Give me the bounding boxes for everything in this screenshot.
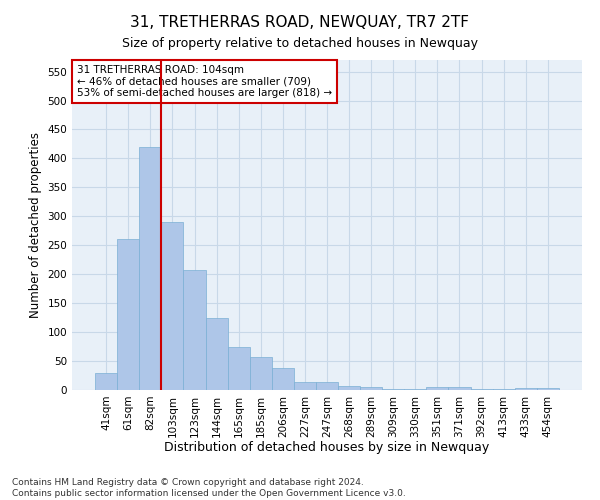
Bar [206, 318, 227, 390]
Bar [117, 240, 139, 390]
Bar [250, 357, 272, 390]
Bar [515, 388, 537, 390]
X-axis label: Distribution of detached houses by size in Newquay: Distribution of detached houses by size … [164, 441, 490, 454]
Text: 31 TRETHERRAS ROAD: 104sqm
← 46% of detached houses are smaller (709)
53% of sem: 31 TRETHERRAS ROAD: 104sqm ← 46% of deta… [77, 65, 332, 98]
Bar [95, 372, 117, 390]
Y-axis label: Number of detached properties: Number of detached properties [29, 132, 42, 318]
Bar [448, 387, 470, 390]
Bar [427, 387, 448, 390]
Bar [316, 382, 338, 390]
Bar [272, 368, 294, 390]
Bar [139, 147, 161, 390]
Bar [184, 270, 206, 390]
Bar [161, 222, 184, 390]
Bar [338, 386, 360, 390]
Bar [227, 346, 250, 390]
Bar [294, 382, 316, 390]
Text: Size of property relative to detached houses in Newquay: Size of property relative to detached ho… [122, 38, 478, 51]
Bar [360, 386, 382, 390]
Text: 31, TRETHERRAS ROAD, NEWQUAY, TR7 2TF: 31, TRETHERRAS ROAD, NEWQUAY, TR7 2TF [131, 15, 470, 30]
Text: Contains HM Land Registry data © Crown copyright and database right 2024.
Contai: Contains HM Land Registry data © Crown c… [12, 478, 406, 498]
Bar [537, 388, 559, 390]
